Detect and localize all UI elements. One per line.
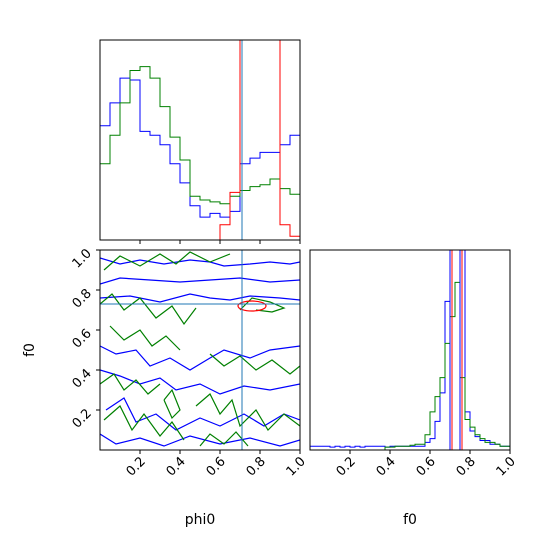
f0-x-tick-label-2: 0.6	[414, 454, 439, 479]
joint-x-tick-label-3: 0.8	[244, 454, 269, 479]
joint-contour-11	[209, 353, 300, 375]
phi0-hist-series	[100, 39, 300, 241]
joint-contour-5	[105, 397, 300, 431]
joint-y-tick-label-2: 0.6	[70, 326, 95, 351]
joint-y-tick-label-0: 0.2	[70, 406, 95, 431]
f0-hist-series-1	[310, 281, 510, 451]
f0-x-tick-label-4: 1.0	[494, 454, 519, 479]
joint-contour-2	[100, 293, 300, 303]
joint-x-tick-label-0: 0.2	[124, 454, 149, 479]
f0-marginal-frame	[309, 249, 511, 451]
joint-y-tick-label-1: 0.4	[70, 366, 95, 391]
joint-contour-1	[100, 277, 300, 285]
joint-x-tick-label-2: 0.6	[204, 454, 229, 479]
joint-xlabel: phi0	[185, 512, 216, 528]
phi0-hist-series-1	[100, 66, 300, 205]
joint-y-ticks: 0.2 0.4 0.6 0.8 1.0	[70, 246, 100, 431]
joint-x-tick-label-1: 0.4	[164, 454, 189, 479]
joint-contour-10	[109, 325, 181, 351]
joint-contour-4	[100, 369, 300, 395]
f0-x-ticks: 0.2 0.4 0.6 0.8 1.0	[334, 450, 519, 479]
f0-hist-series-0	[310, 249, 510, 448]
joint-contour-12	[100, 373, 161, 395]
joint-contour-3	[100, 345, 300, 371]
joint-frame	[99, 249, 301, 451]
joint-contour-7	[103, 251, 231, 271]
joint-y-tick-label-3: 0.8	[70, 286, 95, 311]
phi0-marginal-frame	[99, 39, 301, 241]
joint-y-tick-label-4: 1.0	[70, 246, 95, 271]
joint-contour-9	[239, 297, 286, 313]
joint-contour-16	[199, 431, 249, 447]
phi0-hist-series-0	[100, 77, 300, 218]
phi0-marginal-panel	[99, 39, 301, 244]
f0-xlabel: f0	[403, 512, 417, 528]
joint-contour-8	[100, 293, 197, 326]
joint-contour-0	[100, 257, 300, 267]
joint-red-contour	[237, 300, 267, 312]
f0-x-tick-label-0: 0.2	[334, 454, 359, 479]
joint-contour-13	[103, 405, 185, 441]
joint-contour-6	[100, 433, 300, 447]
joint-contour-15	[163, 388, 181, 420]
phi0-marginal-ticks	[139, 240, 301, 244]
f0-vlines	[449, 250, 463, 450]
joint-panel: 0.2 0.4 0.6 0.8 1.0 0.2 0.4 0.6 0.8 1.0 phi0 f0	[22, 246, 309, 528]
joint-contour-14	[195, 393, 300, 431]
joint-x-tick-label-4: 1.0	[284, 454, 309, 479]
f0-x-tick-label-3: 0.8	[454, 454, 479, 479]
joint-x-ticks: 0.2 0.4 0.6 0.8 1.0	[124, 450, 309, 479]
f0-marginal-panel: 0.2 0.4 0.6 0.8 1.0 f0	[309, 249, 519, 528]
f0-x-tick-label-1: 0.4	[374, 454, 399, 479]
f0-hist-series	[310, 249, 510, 451]
joint-contours	[100, 251, 300, 447]
joint-ylabel: f0	[22, 343, 38, 357]
